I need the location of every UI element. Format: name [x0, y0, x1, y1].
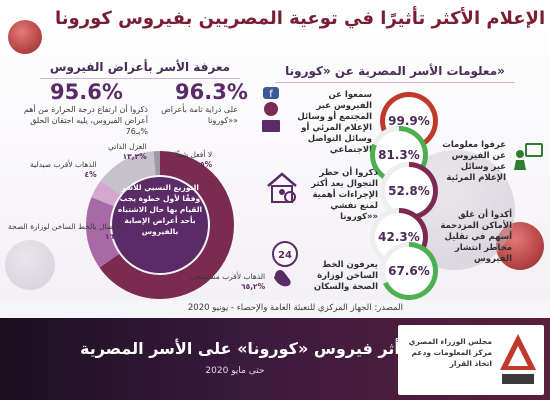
hotline-icon: 24: [270, 240, 300, 290]
page-title: وسائل الإعلام الأكثر تأثيرًا في توعية ال…: [55, 8, 550, 29]
row-text: ذكروا أن حظر التجوال يعد أكثر الإجراءات …: [311, 168, 378, 222]
row-text: يعرفون الخط الساخن لوزارة الصحة والسكان: [313, 260, 378, 292]
svg-text:24: 24: [278, 250, 292, 261]
virus-icon: [5, 240, 55, 290]
donut-segment-hotline: [86, 151, 234, 299]
svg-text:f: f: [269, 89, 273, 100]
row-text: عرفوا معلومات عن الفيروس عبر وسائل الإعل…: [442, 140, 506, 183]
tv-viewer-icon: [510, 138, 546, 174]
virus-icon: [8, 20, 42, 54]
media-icons: f: [258, 86, 284, 134]
cabinet-logo-icon: [500, 334, 536, 384]
source-note: المصدر: الجهاز المركزي للتعبئة العامة وا…: [187, 303, 403, 313]
row-text: سمعوا عن الفيروس عبر المجتمع أو وسائل ال…: [297, 90, 372, 155]
donut-label: الاتصال بالخط الساخن لوزارة الصحة ١٦%: [8, 222, 122, 241]
left-section-header: معرفة الأسر بأعراض الفيروس: [40, 56, 240, 79]
donut-center-text: التوزيع النسبي للأسر وفقًا لأول خطوة يجب…: [117, 183, 203, 236]
donut-label: الذهاب لأقرب مستشفى ٦٥,٢%: [190, 272, 266, 291]
donut-label: لا أفعل شيئًا ٠,٥%: [175, 150, 213, 169]
donut-segment-nothing: [86, 151, 234, 299]
donut-label: الذهاب لأقرب صيدلية ٤%: [30, 160, 97, 179]
footer-title: أثر فيروس «كورونا» على الأسر المصرية: [80, 339, 400, 358]
stat-text: ذكروا أن ارتفاع درجة الحرارة من أهم أعرا…: [23, 105, 148, 136]
footer-date: حتى مايو 2020: [205, 366, 265, 376]
stat-value: 95.6%: [50, 80, 123, 104]
right-section-header: معلومات الأسر المصرية عن «كورونا»: [275, 60, 515, 83]
stat-value: 96.3%: [175, 80, 248, 104]
logo-text: مجلس الوزراء المصري مركز المعلومات ودعم …: [408, 337, 492, 368]
symptom-donut-chart: [86, 151, 234, 299]
row-text: أكدوا أن غلق الأماكن المزدحمة أسهم في تق…: [440, 210, 512, 264]
donut-label: العزل الذاتي ١٣,٣%: [108, 142, 147, 161]
stay-home-icon: [264, 170, 300, 206]
percentage-ring: 67.6%: [380, 242, 438, 300]
virus-icon: [496, 222, 544, 270]
stat-text: على دراية تامة بأعراض «كورونا»: [161, 105, 238, 125]
